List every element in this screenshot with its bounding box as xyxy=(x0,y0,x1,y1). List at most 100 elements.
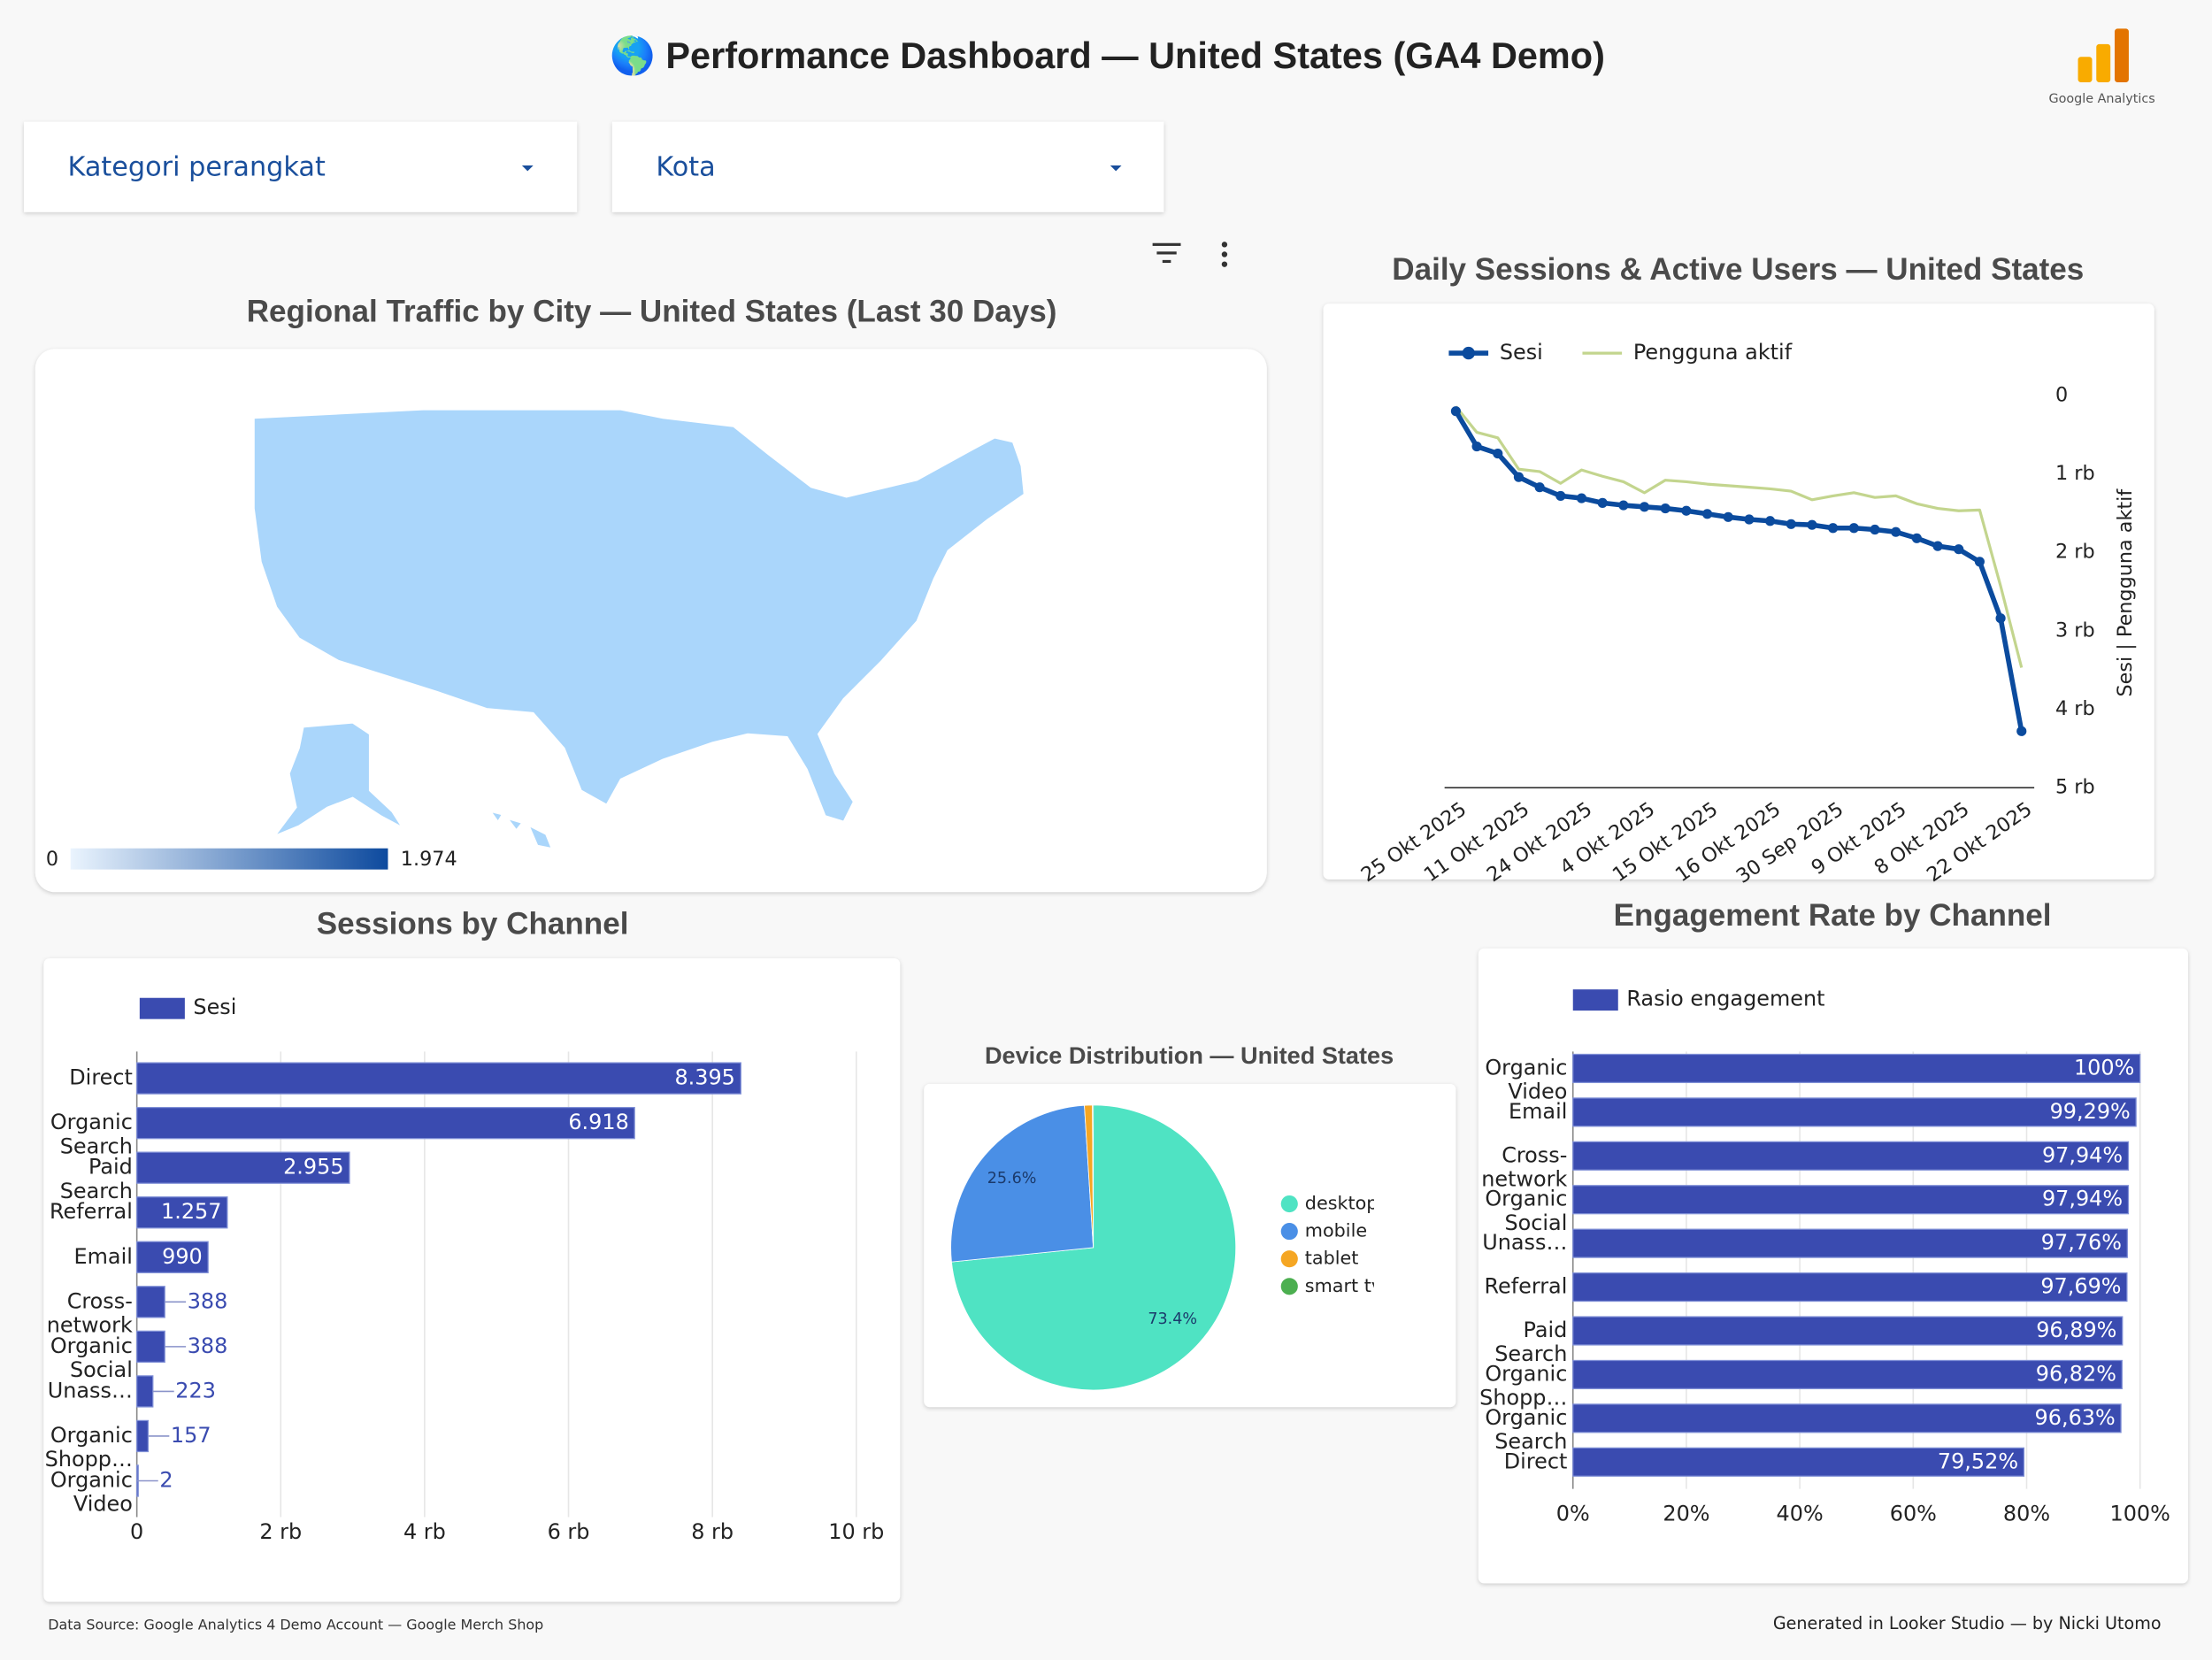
value-label: 8.395 xyxy=(674,1065,734,1090)
point xyxy=(1870,524,1880,535)
point xyxy=(1765,516,1776,526)
point xyxy=(1995,613,2006,624)
dropdown[interactable] xyxy=(24,121,578,212)
legend-swatch xyxy=(1280,1223,1298,1241)
y-tick-label: Organic Video xyxy=(50,1467,133,1516)
point xyxy=(1932,541,1943,551)
legend-swatch xyxy=(139,997,185,1019)
bar xyxy=(136,1330,165,1364)
point xyxy=(1807,519,1817,530)
legend-label: smart tv xyxy=(1305,1275,1382,1296)
y-tick-label: Referral xyxy=(50,1199,133,1224)
bar xyxy=(136,1375,154,1408)
y-axis-title: Sesi | Pengguna aktif xyxy=(2114,488,2137,697)
y-tick-label: 1 rb xyxy=(2055,462,2095,485)
point xyxy=(1701,509,1713,519)
more-icon[interactable] xyxy=(1221,242,1228,267)
legend-label: Rasio engagement xyxy=(1626,986,1824,1011)
y-tick-label: Organic Video xyxy=(1485,1055,1567,1103)
legend-swatch xyxy=(1280,1195,1298,1213)
card xyxy=(1478,948,2188,1584)
footer-source: Data Source: Google Analytics 4 Demo Acc… xyxy=(48,1617,543,1633)
y-tick-label: Unass… xyxy=(48,1378,133,1403)
chart-pie: Device Distribution — United States 73.4%… xyxy=(924,1041,1456,1408)
bar xyxy=(136,1241,209,1273)
icon-line xyxy=(1162,259,1171,264)
series-line xyxy=(1454,410,2024,732)
series-line xyxy=(1455,405,2024,668)
value-label: 97,94% xyxy=(2042,1187,2123,1211)
point xyxy=(2016,726,2027,736)
chart-map: Regional Traffic by City — United States… xyxy=(35,295,1267,893)
value-label: 2.955 xyxy=(283,1155,343,1180)
value-label: 6.918 xyxy=(568,1110,628,1134)
value-label: 2 xyxy=(159,1467,173,1492)
filter-device[interactable]: Kategori perangkat xyxy=(24,121,578,212)
chart-title: Engagement Rate by Channel xyxy=(1614,898,2052,933)
legend-marker xyxy=(1462,346,1475,360)
bar xyxy=(1572,1053,2141,1084)
y-tick-label: Cross-network xyxy=(1481,1142,1567,1191)
point xyxy=(1828,523,1839,534)
point xyxy=(1534,482,1545,493)
slice-label: 25.6% xyxy=(987,1170,1037,1187)
point xyxy=(1450,406,1461,417)
bar xyxy=(1572,1316,2124,1346)
slice-label: 73.4% xyxy=(1148,1310,1197,1328)
y-tick-label: Unass… xyxy=(1482,1230,1567,1255)
legend-label: tablet xyxy=(1305,1248,1359,1269)
y-tick-label: Referral xyxy=(1484,1274,1567,1299)
point xyxy=(1681,505,1692,516)
point xyxy=(1848,523,1859,534)
value-label: 388 xyxy=(188,1288,228,1313)
chart-line: Daily Sessions & Active Users — United S… xyxy=(1323,252,2154,888)
bar xyxy=(1572,1185,2130,1215)
value-label: 96,89% xyxy=(2036,1318,2116,1342)
dropdown-label: Kategori perangkat xyxy=(68,152,326,183)
x-tick-label: 2 rb xyxy=(259,1519,302,1544)
bar xyxy=(136,1286,165,1318)
value-label: 99,29% xyxy=(2050,1099,2131,1124)
logo-bar xyxy=(2096,43,2111,82)
icon-dot xyxy=(1221,261,1228,267)
chart-hbar: Engagement Rate by Channel 0% 20% 40% 60% 80%… xyxy=(1478,898,2188,1584)
value-label: 223 xyxy=(175,1378,216,1403)
y-tick-label: 5 rb xyxy=(2055,776,2095,799)
card xyxy=(43,958,901,1602)
dropdown-arrow xyxy=(1110,165,1122,172)
bar xyxy=(136,1419,150,1453)
legend-label: Sesi xyxy=(1500,340,1543,365)
y-tick-label: Email xyxy=(1509,1099,1567,1124)
legend-label: mobile xyxy=(1305,1220,1367,1241)
y-tick-label: 0 xyxy=(2055,383,2068,406)
x-tick-label: 0% xyxy=(1556,1501,1590,1526)
bar xyxy=(1572,1272,2128,1303)
legend-label: desktop xyxy=(1305,1193,1379,1214)
point xyxy=(1471,441,1482,452)
point xyxy=(1786,519,1796,529)
value-label: 990 xyxy=(162,1244,203,1269)
alaska xyxy=(273,722,404,838)
scale-min-label: 0 xyxy=(46,848,58,871)
x-tick-label: 0 xyxy=(130,1519,143,1544)
point xyxy=(1744,514,1755,525)
dropdown[interactable] xyxy=(611,121,1164,212)
y-tick-label: Organic Shopp… xyxy=(45,1423,133,1472)
bar xyxy=(136,1151,350,1184)
filter-city[interactable]: Kota xyxy=(611,121,1164,212)
dropdown-label: Kota xyxy=(656,152,715,183)
y-tick-label: Organic Search xyxy=(50,1110,133,1158)
icon-line xyxy=(1152,242,1181,246)
bar xyxy=(1572,1447,2025,1477)
icon-dot xyxy=(1221,242,1228,248)
color-scale xyxy=(70,848,388,870)
footer-credit: Generated in Looker Studio — by Nicki Ut… xyxy=(1773,1613,2162,1633)
point xyxy=(1974,557,1985,567)
scale-max-label: 1.974 xyxy=(401,848,457,871)
x-tick-label: 40% xyxy=(1777,1501,1824,1526)
x-tick-label: 6 rb xyxy=(548,1519,590,1544)
ga-logo: Google Analytics xyxy=(2049,28,2155,106)
filter-icon[interactable] xyxy=(1152,242,1181,264)
legend-label: Sesi xyxy=(193,995,236,1019)
y-tick-label: Paid Search xyxy=(1494,1318,1567,1366)
